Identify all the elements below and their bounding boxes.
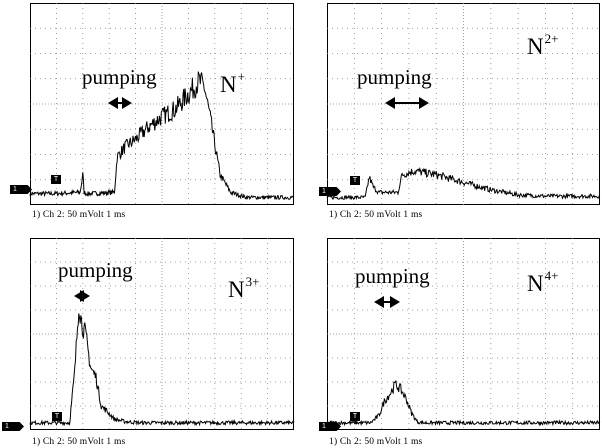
trigger-marker: T [350, 176, 360, 185]
ion-symbol: N [228, 277, 245, 302]
trigger-marker: T [51, 175, 61, 184]
ion-label: N4+ [527, 269, 558, 296]
double-arrow [74, 290, 90, 302]
ion-charge: + [237, 69, 245, 84]
pumping-label: pumping [357, 65, 432, 89]
scope-panel-3: pumping N3+ 1 T 1) Ch 2: 50 mVolt 1 ms [2, 238, 295, 447]
scope-screen [326, 3, 601, 205]
channel-marker: 1 [319, 187, 341, 196]
ion-label: N+ [220, 70, 245, 97]
ion-charge: 4+ [544, 268, 559, 283]
channel-marker: 1 [319, 422, 341, 431]
channel-marker: 1 [2, 422, 24, 431]
ion-symbol: N [527, 34, 544, 59]
scale-readout: 1) Ch 2: 50 mVolt 1 ms [32, 437, 126, 447]
scope-screen [29, 238, 295, 430]
signal-trace [326, 167, 601, 201]
double-arrow [108, 97, 132, 109]
scope-panel-4: pumping N4+ 1 T 1) Ch 2: 50 mVolt 1 ms [319, 238, 601, 447]
trigger-marker: T [52, 412, 62, 421]
scale-readout: 1) Ch 2: 50 mVolt 1 ms [329, 210, 423, 220]
scope-panel-1: pumping N+ 1 T 1) Ch 2: 50 mVolt 1 ms [10, 3, 295, 220]
pumping-label: pumping [58, 258, 133, 282]
signal-trace [326, 380, 601, 427]
ion-label: N3+ [228, 275, 259, 302]
ion-charge: 2+ [544, 31, 559, 46]
double-arrow [374, 296, 400, 308]
scope-screen [326, 238, 601, 430]
pumping-label: pumping [355, 264, 430, 288]
signal-trace [29, 313, 295, 427]
double-arrow [385, 97, 429, 109]
ion-symbol: N [527, 271, 544, 296]
ion-label: N2+ [527, 32, 558, 59]
channel-marker: 1 [10, 185, 32, 194]
scale-readout: 1) Ch 2: 50 mVolt 1 ms [329, 437, 423, 447]
pumping-label: pumping [82, 65, 157, 89]
ion-symbol: N [220, 72, 237, 97]
scope-screen [29, 3, 295, 205]
ion-charge: 3+ [245, 274, 260, 289]
signal-trace [29, 71, 295, 201]
trigger-marker: T [350, 412, 360, 421]
scale-readout: 1) Ch 2: 50 mVolt 1 ms [32, 210, 126, 220]
scope-panel-2: pumping N2+ 1 T 1) Ch 2: 50 mVolt 1 ms [319, 3, 601, 220]
